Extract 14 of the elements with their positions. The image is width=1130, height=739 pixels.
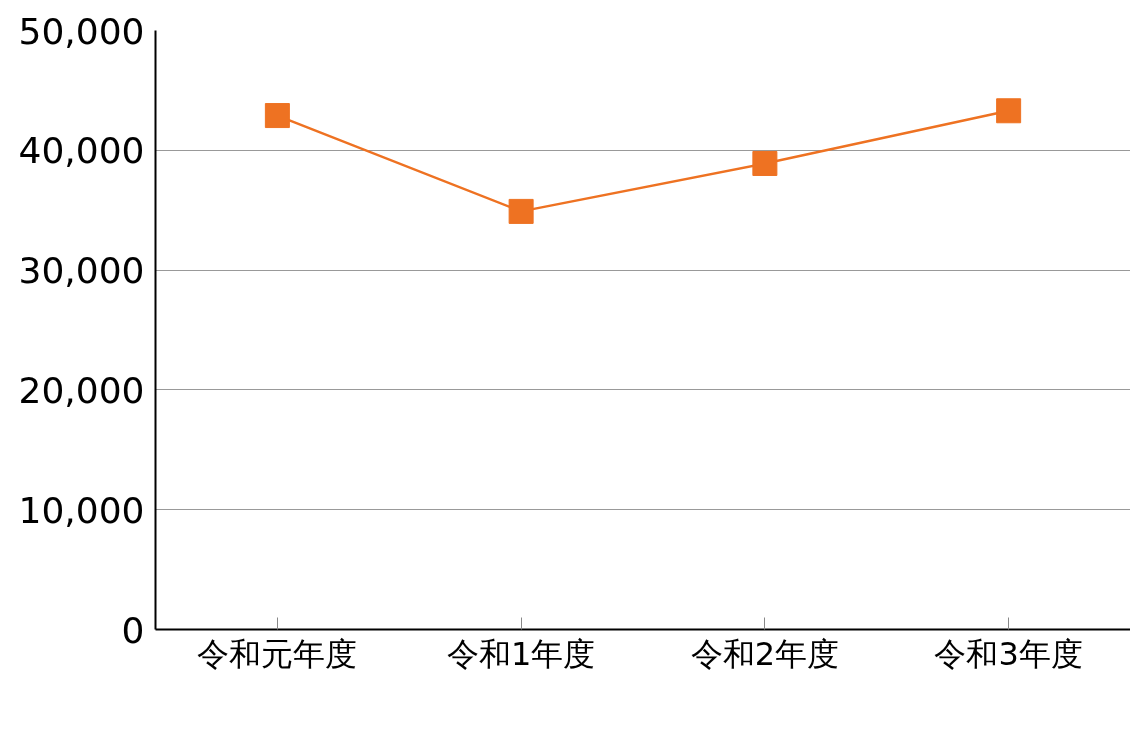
x-tick-label: 令和3年度 bbox=[934, 634, 1083, 673]
y-tick-label: 20,000 bbox=[18, 369, 145, 411]
x-tick-label: 令和元年度 bbox=[197, 634, 358, 673]
point bbox=[996, 98, 1022, 124]
point bbox=[752, 150, 778, 176]
x-tick-label: 令和2年度 bbox=[690, 634, 840, 673]
y-tick-label: 0 bbox=[121, 609, 145, 651]
y-tick-label: 40,000 bbox=[18, 130, 145, 172]
point bbox=[264, 103, 290, 129]
y-tick-label: 30,000 bbox=[18, 250, 145, 292]
x-tick-label: 令和1年度 bbox=[446, 634, 596, 673]
y-tick-label: 10,000 bbox=[18, 489, 145, 531]
y-tick-label: 50,000 bbox=[18, 10, 145, 52]
point bbox=[508, 198, 534, 224]
